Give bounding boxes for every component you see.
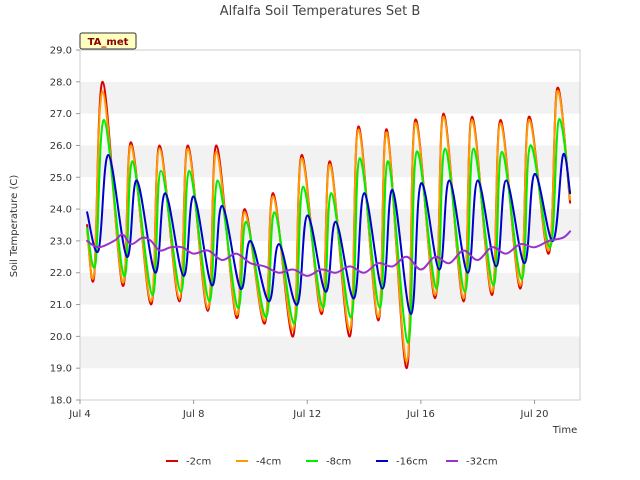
y-tick-label: 27.0: [50, 109, 72, 120]
plot-band: [80, 50, 580, 82]
ta-met-badge-label: TA_met: [88, 37, 129, 48]
y-axis-ticks: 18.0 19.0 20.0 21.0 22.0 23.0 24.0 25.0 26.0 27.0…: [50, 46, 80, 407]
y-tick-label: 22.0: [50, 268, 72, 279]
y-tick-label: 26.0: [50, 141, 72, 152]
x-tick-label: Jul 4: [68, 409, 91, 420]
legend-label: -8cm: [326, 457, 351, 468]
plot-band: [80, 336, 580, 369]
y-tick-label: 21.0: [50, 300, 72, 311]
y-tick-label: 29.0: [50, 46, 72, 57]
y-tick-label: 28.0: [50, 77, 72, 88]
legend-label: -2cm: [186, 457, 211, 468]
ta-met-badge-box: [79, 32, 137, 50]
legend: -2cm -4cm -8cm -16cm -32cm: [166, 457, 498, 468]
x-tick-label: Jul 16: [406, 409, 435, 420]
series-line-4cmcm: [86, 90, 572, 363]
ta-met-badge: TA_met: [79, 32, 137, 50]
plot-band: [80, 113, 580, 146]
y-tick-label: 25.0: [50, 173, 72, 184]
x-axis-ticks: Jul 4 Jul 8 Jul 12 Jul 16 Jul 20: [68, 400, 549, 420]
x-tick-label: Jul 8: [182, 409, 205, 420]
y-tick-label: 24.0: [50, 205, 72, 216]
x-axis-title: Time: [552, 425, 577, 436]
y-tick-label: 20.0: [50, 332, 72, 343]
legend-label: -4cm: [256, 457, 281, 468]
plot-band: [80, 304, 580, 337]
y-tick-label: 18.0: [50, 396, 72, 407]
y-tick-label: 23.0: [50, 236, 72, 247]
series-lines: [86, 80, 572, 370]
plot-band: [80, 368, 580, 400]
x-tick-label: Jul 12: [292, 409, 321, 420]
chart-title: Alfalfa Soil Temperatures Set B: [220, 4, 421, 19]
series-line-32cmcm: [86, 230, 572, 277]
series-line-16cmcm: [86, 152, 572, 316]
y-axis-title: Soil Temperature (C): [9, 175, 20, 278]
plot-frame: [79, 49, 581, 401]
x-tick-label: Jul 20: [520, 409, 549, 420]
plot-band: [80, 81, 580, 114]
y-tick-label: 19.0: [50, 364, 72, 375]
legend-label: -16cm: [396, 457, 428, 468]
series-line-8cmcm: [86, 118, 572, 344]
legend-label: -32cm: [466, 457, 498, 468]
